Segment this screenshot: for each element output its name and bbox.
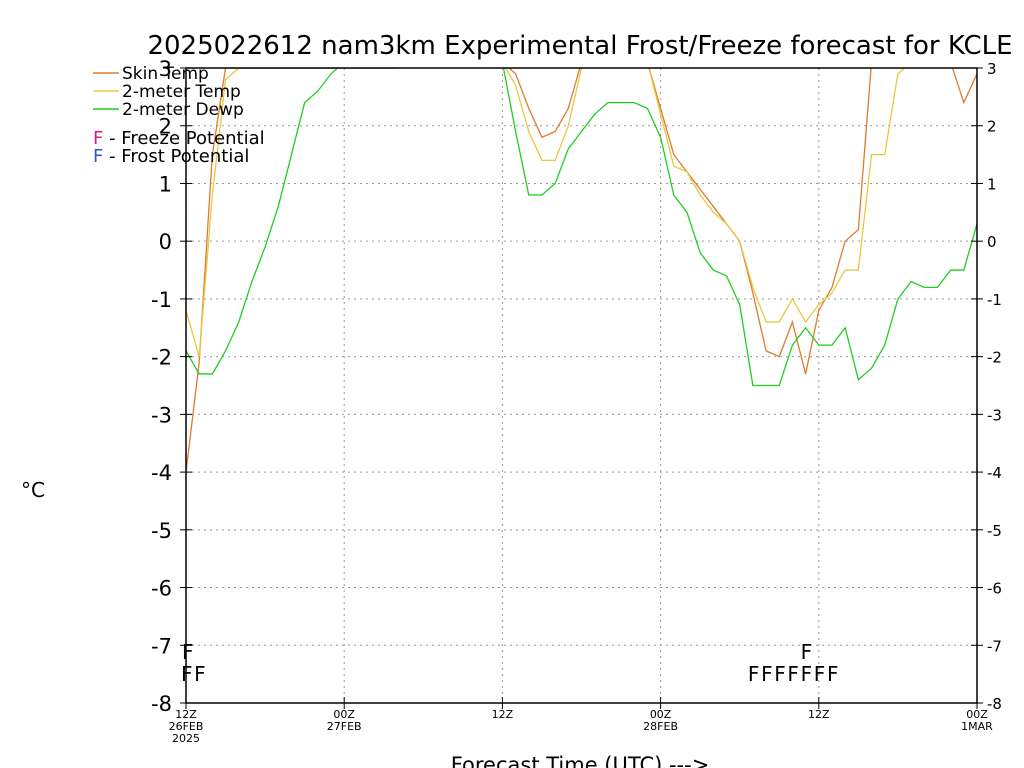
y-tick-label: -5 bbox=[151, 519, 172, 543]
y-tick-label-right: -2 bbox=[987, 349, 1002, 367]
y-tick-label: 0 bbox=[159, 230, 172, 254]
x-tick-label: 27FEB bbox=[327, 720, 362, 733]
freeze-marker: F bbox=[194, 662, 206, 686]
plot-frame bbox=[185, 67, 978, 704]
legend-potential-letter: F bbox=[93, 146, 103, 167]
y-axis-left: -8 -7 -6 -5 -4 -3 -2 -1 0 1 2 3 bbox=[151, 57, 192, 716]
y-tick-label: -8 bbox=[151, 692, 172, 716]
legend-potential-text: - Frost Potential bbox=[103, 146, 249, 167]
y-tick-label-right: 1 bbox=[987, 175, 997, 193]
y-tick-label-right: -5 bbox=[987, 522, 1002, 540]
freeze-marker: F bbox=[787, 662, 799, 686]
freeze-marker: F bbox=[827, 662, 839, 686]
y-tick-label-right: -8 bbox=[987, 695, 1002, 713]
x-tick-label: 28FEB bbox=[643, 720, 678, 733]
potential-markers: F FF F F F F F F F F bbox=[181, 640, 838, 686]
y-tick-label-right: -6 bbox=[987, 580, 1002, 598]
freeze-marker: F bbox=[748, 662, 760, 686]
freeze-marker: F bbox=[761, 662, 773, 686]
legend-potential-entry: F - Freeze Potential bbox=[93, 128, 265, 149]
y-tick-label: -2 bbox=[151, 346, 172, 370]
y-tick-label: -6 bbox=[151, 577, 172, 601]
series-line-2-meter-dewp bbox=[186, 68, 977, 387]
y-tick-label: -3 bbox=[151, 403, 172, 427]
y-tick-label: -4 bbox=[151, 461, 172, 485]
chart-title: 2025022612 nam3km Experimental Frost/Fre… bbox=[147, 31, 1012, 61]
freeze-marker: F bbox=[181, 662, 193, 686]
frost-marker: F bbox=[182, 640, 194, 664]
grid-lines bbox=[186, 68, 977, 703]
legend-entry: Skin Temp bbox=[122, 64, 209, 84]
x-tick-label: 26FEB bbox=[169, 720, 204, 733]
x-tick-label: 12Z bbox=[808, 708, 830, 721]
y-tick-label-right: 0 bbox=[987, 233, 997, 251]
y-axis-right: -8 -7 -6 -5 -4 -3 -2 -1 0 1 2 3 bbox=[971, 60, 1002, 713]
y-tick-label: 2 bbox=[159, 115, 172, 139]
y-tick-label: 1 bbox=[159, 172, 172, 196]
y-tick-label: -7 bbox=[151, 634, 172, 658]
y-tick-label-right: -1 bbox=[987, 291, 1002, 309]
legend-potential-text: - Freeze Potential bbox=[103, 128, 264, 149]
y-tick-label: 3 bbox=[159, 57, 172, 81]
x-tick-label: 00Z bbox=[333, 708, 355, 721]
y-tick-label-right: -3 bbox=[987, 406, 1002, 424]
frost-marker: F bbox=[801, 640, 813, 664]
y-axis-label: °C bbox=[21, 478, 45, 502]
series-line-skin-temp bbox=[186, 68, 977, 473]
freeze-marker: F bbox=[814, 662, 826, 686]
y-tick-label-right: -7 bbox=[987, 637, 1002, 655]
y-tick-label-right: 2 bbox=[987, 118, 997, 136]
x-tick-label: 12Z bbox=[175, 708, 197, 721]
series-line-2-meter-temp bbox=[186, 68, 906, 357]
legend-entry: 2-meter Temp bbox=[122, 82, 241, 102]
x-tick-label: 1MAR bbox=[961, 720, 993, 733]
legend-potential-entry: F - Frost Potential bbox=[93, 146, 249, 167]
y-tick-label: -1 bbox=[151, 288, 172, 312]
x-axis-label: Forecast Time (UTC) ---> bbox=[451, 753, 710, 768]
y-tick-label-right: 3 bbox=[987, 60, 997, 78]
freeze-marker: F bbox=[801, 662, 813, 686]
legend-potential-letter: F bbox=[93, 128, 103, 149]
y-tick-label-right: -4 bbox=[987, 464, 1002, 482]
freeze-marker: F bbox=[774, 662, 786, 686]
series-lines bbox=[186, 68, 977, 473]
x-tick-label: 00Z bbox=[650, 708, 672, 721]
x-tick-label: 00Z bbox=[966, 708, 988, 721]
x-tick-label: 2025 bbox=[172, 732, 200, 745]
x-tick-label: 12Z bbox=[492, 708, 514, 721]
legend-entry: 2-meter Dewp bbox=[122, 100, 244, 120]
